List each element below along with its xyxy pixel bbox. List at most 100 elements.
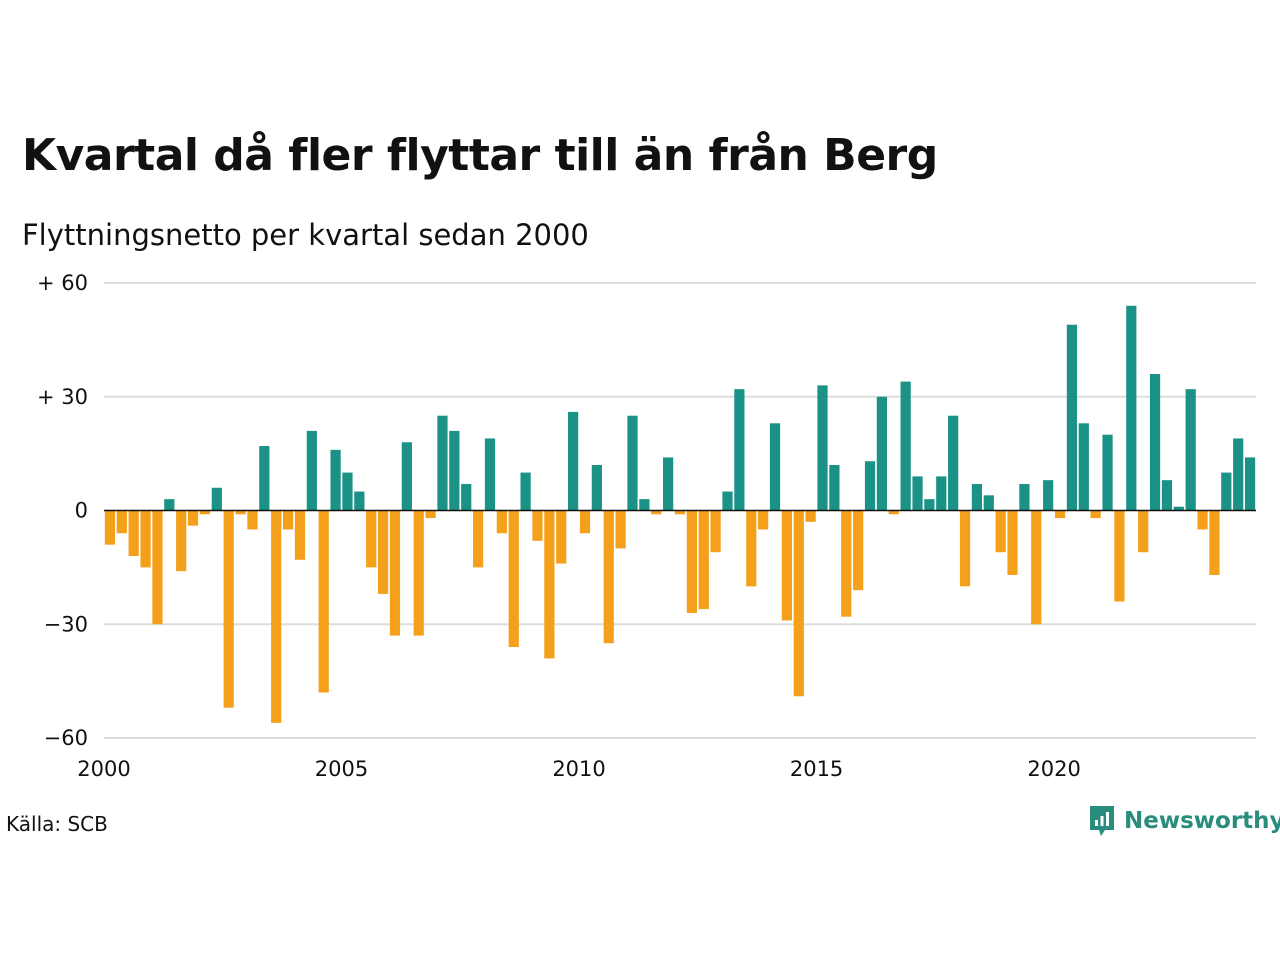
x-tick-label: 2020 [1027, 757, 1080, 781]
newsworthy-logo-icon [1090, 806, 1114, 836]
bar-2006Q2 [401, 442, 412, 511]
bar-2002Q3 [223, 510, 234, 708]
bar-2021Q3 [1126, 305, 1137, 511]
bar-2007Q3 [461, 483, 472, 511]
bar-2022Q3 [1173, 506, 1184, 511]
bar-2010Q3 [603, 510, 614, 644]
bar-2013Q2 [734, 389, 745, 511]
bar-2021Q2 [1114, 510, 1125, 602]
y-axis-labels: + 60 + 30 0 −30 −60 [37, 271, 88, 750]
bar-2000Q2 [116, 510, 127, 534]
bar-2023Q3 [1221, 472, 1232, 511]
bar-2018Q3 [983, 495, 994, 511]
bar-2000Q3 [128, 510, 139, 556]
bar-2011Q2 [639, 499, 650, 511]
bar-2009Q4 [568, 411, 579, 511]
bar-2020Q1 [1054, 510, 1066, 519]
bar-2014Q1 [769, 423, 781, 511]
chart-subtitle: Flyttningsnetto per kvartal sedan 2000 [22, 218, 589, 252]
bar-2006Q4 [425, 510, 436, 519]
bar-2000Q4 [140, 510, 151, 568]
bar-2017Q1 [912, 476, 923, 511]
gridlines [104, 282, 1256, 739]
bar-2004Q4 [330, 449, 341, 511]
brand-name: Newsworthy [1124, 808, 1280, 834]
x-tick-label: 2000 [77, 757, 130, 781]
bar-2016Q4 [900, 381, 911, 511]
bar-2008Q4 [520, 472, 531, 511]
bar-2010Q2 [591, 465, 602, 511]
bar-2012Q2 [686, 510, 697, 613]
bar-2001Q2 [164, 499, 175, 511]
bar-2017Q4 [948, 415, 959, 511]
bar-2016Q1 [864, 461, 876, 511]
bar-2024Q1 [1244, 457, 1256, 511]
bar-2009Q2 [544, 510, 555, 659]
bar-2022Q4 [1185, 389, 1196, 511]
x-tick-label: 2015 [790, 757, 843, 781]
bar-2008Q3 [508, 510, 519, 647]
bar-2014Q4 [805, 510, 816, 522]
bar-2004Q2 [306, 430, 317, 511]
bar-2020Q2 [1066, 324, 1078, 511]
bar-2003Q4 [282, 510, 294, 530]
bar-2012Q3 [698, 510, 709, 610]
bar-2010Q4 [615, 510, 626, 549]
bar-2014Q3 [793, 510, 804, 697]
bar-2002Q4 [235, 510, 246, 515]
bar-2005Q1 [342, 472, 353, 511]
bar-2013Q1 [722, 491, 733, 511]
bar-2022Q2 [1161, 480, 1173, 511]
bar-2018Q4 [995, 510, 1006, 553]
bar-2003Q1 [247, 510, 258, 530]
x-tick-label: 2010 [552, 757, 605, 781]
bar-2008Q1 [484, 438, 496, 511]
bar-2016Q3 [888, 510, 899, 515]
bar-2011Q1 [627, 415, 638, 511]
bar-2019Q3 [1031, 510, 1042, 625]
bar-2006Q3 [413, 510, 424, 636]
bar-2007Q1 [437, 415, 448, 511]
bar-2019Q1 [1007, 510, 1018, 575]
bar-2011Q3 [651, 510, 662, 515]
bar-2001Q4 [187, 510, 199, 526]
bar-2023Q4 [1233, 438, 1244, 511]
y-tick-label: −30 [44, 612, 88, 636]
bar-2009Q1 [532, 510, 543, 541]
bar-2018Q1 [959, 510, 971, 587]
bar-2007Q2 [449, 430, 460, 511]
source-note: Källa: SCB [6, 812, 108, 836]
bar-2019Q4 [1043, 480, 1054, 511]
bar-2020Q3 [1078, 423, 1089, 511]
bar-2022Q1 [1149, 374, 1161, 511]
y-tick-label: −60 [44, 726, 88, 750]
y-tick-label: + 30 [37, 385, 88, 409]
bar-2020Q4 [1090, 510, 1101, 519]
bars [104, 305, 1256, 723]
bar-2015Q4 [853, 510, 864, 591]
bar-2000Q1 [104, 510, 116, 545]
bar-2015Q1 [817, 385, 828, 511]
bar-2001Q3 [176, 510, 187, 572]
bar-2001Q1 [152, 510, 163, 625]
bar-2009Q3 [556, 510, 567, 564]
bar-2018Q2 [971, 483, 983, 511]
bar-2015Q2 [829, 465, 840, 511]
bar-2017Q3 [936, 476, 947, 511]
bar-2017Q2 [924, 499, 935, 511]
x-axis-labels: 2000 2005 2010 2015 2020 [77, 757, 1081, 781]
bar-2014Q2 [781, 510, 792, 621]
y-tick-label: 0 [75, 499, 88, 523]
bar-2005Q4 [377, 510, 389, 594]
brand-logo[interactable]: Newsworthy [1088, 804, 1280, 838]
bar-2010Q1 [579, 510, 591, 534]
bar-2019Q2 [1019, 483, 1030, 511]
bar-2005Q2 [354, 491, 365, 511]
bar-2003Q2 [259, 446, 270, 511]
bar-2013Q4 [758, 510, 769, 530]
x-tick-label: 2005 [315, 757, 368, 781]
bar-2002Q2 [211, 487, 222, 511]
bar-2013Q3 [746, 510, 757, 587]
bar-2008Q2 [496, 510, 507, 534]
bar-2023Q1 [1197, 510, 1208, 530]
